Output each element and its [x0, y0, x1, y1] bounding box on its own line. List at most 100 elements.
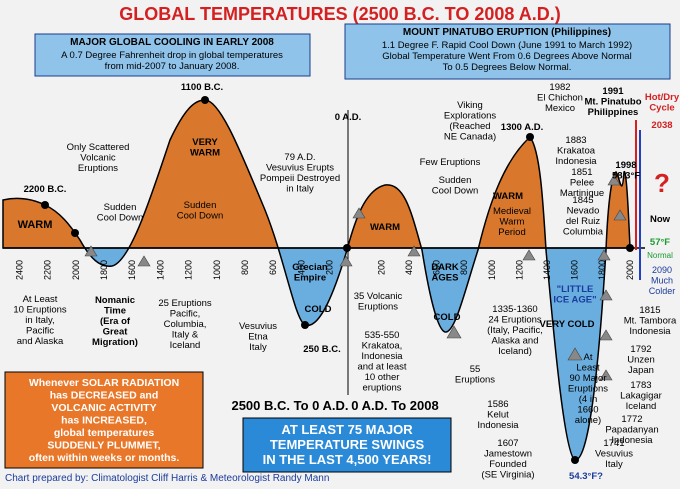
annotation: Medieval Warm Period [493, 206, 531, 238]
x-tick-label: 200 [325, 260, 335, 275]
annotation: Hot/Dry Cycle [645, 92, 680, 114]
box-heading: MOUNT PINATUBO ERUPTION (Philippines) [403, 27, 611, 38]
text-line: Indonesia [629, 326, 671, 337]
annotation: Sudden Cool Down [177, 200, 223, 222]
text-line: Martinique [560, 188, 604, 199]
text-line: Explorations [444, 111, 497, 122]
annotation: Now [650, 214, 671, 225]
text-line: 1815 [639, 305, 660, 316]
x-tick-label: 1600 [570, 260, 580, 280]
annotation: ? [654, 168, 670, 198]
text-line: eruptions [362, 383, 401, 394]
annotation: 79 A.D. Vesuvius Erupts Pompeii Destroyed i… [260, 152, 340, 195]
x-tick-label: 1400 [155, 260, 165, 280]
text-line: Papadanyan [605, 425, 658, 436]
text-line: Vesuvius [239, 321, 277, 332]
annotation: 535-550 Krakatoa, Indonesia and at least 10 … [357, 330, 406, 394]
annotation: 1100 B.C. [181, 82, 223, 93]
text-line: Italy [249, 342, 267, 353]
text-line: VERY COLD [540, 319, 595, 330]
text-line: (Reached [449, 121, 490, 132]
annotation: WARM [493, 191, 523, 202]
annotation: Nomanic Time (Era of Great Migration) [92, 295, 138, 348]
annotation: 1845 Nevado del Ruiz Columbia [563, 195, 604, 238]
annotation: Sudden Cool Down [432, 175, 478, 197]
text-line: Eruptions [455, 375, 495, 386]
text-line: Founded [489, 459, 527, 470]
annotation: "LITTLE ICE AGE" [553, 284, 596, 306]
text-line: Empire [294, 273, 326, 284]
x-tick-label: 200 [376, 260, 386, 275]
annotation: VERY WARM [190, 137, 220, 159]
x-tick-label: 1800 [99, 260, 109, 280]
text-line: 2090 [652, 265, 672, 275]
point [71, 229, 79, 237]
annotation: VERY COLD [540, 319, 595, 330]
text-line: (Era of [100, 316, 131, 327]
text-line: VERY [192, 137, 218, 148]
annotation: 1815 Mt. Tambora Indonesia [624, 305, 677, 337]
point [41, 201, 49, 209]
annotation: 54.3°F? [569, 471, 603, 482]
text-line: NE Canada) [444, 132, 496, 143]
annotation: 1883 Krakatoa Indonesia [555, 135, 597, 167]
text-line: Eruptions [568, 384, 608, 395]
text-line: Columbia, [164, 319, 207, 330]
annotation: 25 Eruptions Pacific, Columbia, Italy & Icel… [158, 298, 212, 351]
text-line: SUDDENLY PLUMMET, [47, 440, 160, 452]
text-line: 2038 [651, 120, 672, 131]
annotation: Viking Explorations (Reached NE Canada) [444, 100, 497, 143]
text-line: 1.1 Degree F. Rapid Cool Down (June 1991… [382, 40, 632, 51]
text-line: Krakatoa [557, 146, 596, 157]
text-line: COLD [434, 312, 461, 323]
point [343, 244, 351, 252]
text-line: 57°F [650, 237, 670, 248]
text-line: Mt. Pinatubo [585, 97, 642, 108]
text-line: Iceland) [498, 346, 532, 357]
volcanoes [84, 174, 627, 381]
x-tick-label: 2000 [625, 260, 635, 280]
text-line: Unzen [627, 355, 654, 366]
annotation: WARM [370, 222, 400, 233]
text-line: Pacific [26, 326, 54, 337]
x-tick-label: 1000 [487, 260, 497, 280]
text-line: AT LEAST 75 MAJOR [281, 422, 413, 437]
text-line: Medieval [493, 206, 531, 217]
text-line: 1991 [602, 86, 624, 97]
text-line: Indonesia [555, 156, 597, 167]
text-line: del Ruiz [566, 216, 601, 227]
volcano-icons [84, 174, 627, 381]
undefined: 1.1 Degree F. Rapid Cool Down (June 1991… [382, 40, 632, 73]
text-line: Global Temperature Went From 0.6 Degrees… [382, 51, 631, 62]
text-line: often within weeks or months. [29, 452, 180, 464]
annotation: At Least 90 Major Eruptions (4 in 1660 alone) [568, 352, 608, 426]
text-line: WARM [190, 148, 220, 159]
text-line: Sudden [184, 200, 217, 211]
annotation: 1300 A.D. [501, 122, 543, 133]
x-tick-label: 1800 [597, 260, 607, 280]
text-line: 1300 A.D. [501, 122, 543, 133]
annotation: Vesuvius Etna Italy [239, 321, 277, 353]
text-line: alone) [575, 415, 601, 426]
text-line: Colder [649, 286, 676, 296]
annotation: 0 A.D. [335, 112, 362, 123]
text-line: Nomanic [95, 295, 135, 306]
text-line: DARK [431, 262, 459, 273]
text-line: COLD [305, 304, 332, 315]
temperature-curve [2, 99, 631, 461]
text-line: Least [576, 363, 600, 374]
text-line: Sudden [104, 202, 137, 213]
annotation: Chart prepared by: Climatologist Cliff H… [5, 473, 329, 484]
text-line: (SE Virginia) [481, 470, 534, 481]
annotation: Normal [647, 251, 673, 260]
text-line: Italy [605, 459, 623, 470]
text-line: and at least [357, 362, 406, 373]
x-tick-label: 1200 [184, 260, 194, 280]
text-line: Eruptions [78, 163, 118, 174]
text-line: 24 Eruptions [488, 315, 542, 326]
text-line: AGES [432, 273, 459, 284]
text-line: Cool Down [432, 186, 478, 197]
text-line: Pelee [570, 178, 594, 189]
annotation: 2200 B.C. [24, 184, 67, 195]
